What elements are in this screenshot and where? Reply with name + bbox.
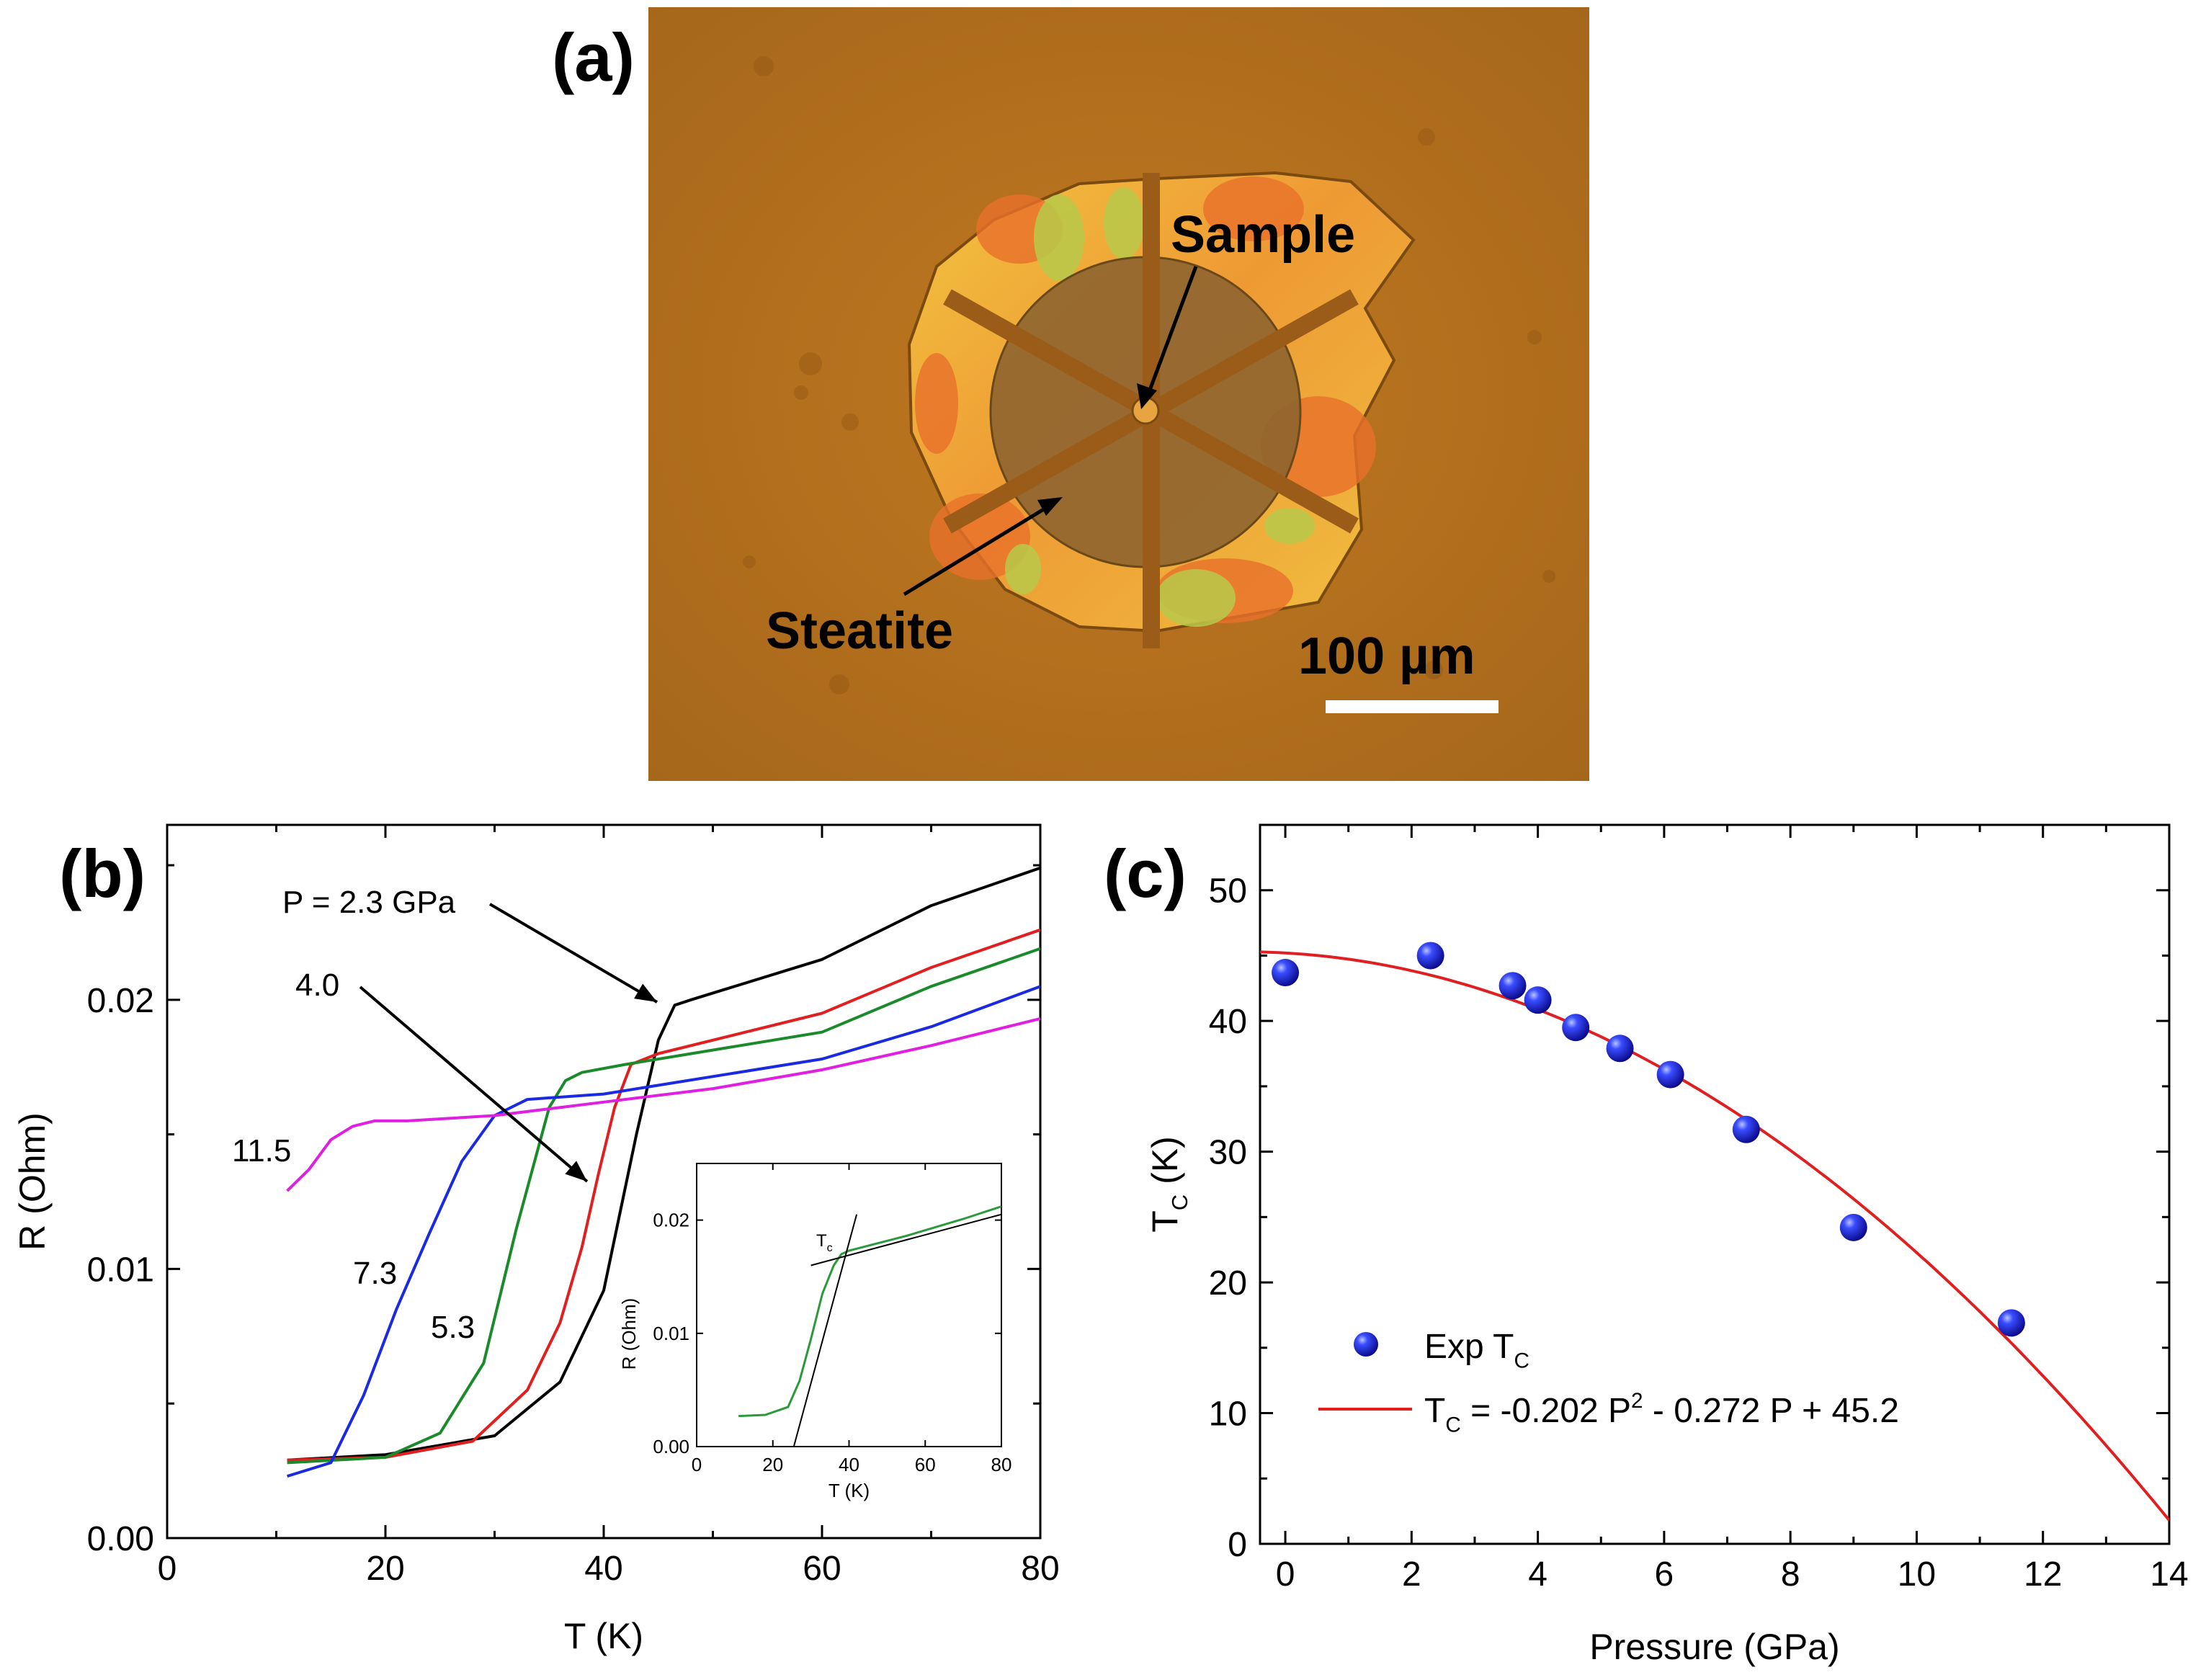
inset-series bbox=[738, 1205, 1001, 1447]
series-label-arrowhead bbox=[565, 1161, 587, 1181]
panel-c-y-axis-label: TC (K) bbox=[1145, 1136, 1192, 1232]
data-point bbox=[1499, 972, 1527, 1000]
x-tick-label: 2 bbox=[1402, 1555, 1421, 1594]
inset-x-tick-label: 40 bbox=[839, 1454, 859, 1475]
data-point bbox=[1416, 942, 1444, 970]
series-label-arrowhead bbox=[634, 983, 657, 1002]
inset-y-tick-label: 0.02 bbox=[653, 1210, 689, 1231]
series-line-11.5-gpa bbox=[286, 1017, 1040, 1192]
panel-a-photo: (a) bbox=[552, 7, 1589, 781]
inset-x-tick-label: 0 bbox=[692, 1454, 702, 1475]
series-line-5.3-gpa bbox=[287, 947, 1040, 1465]
steatite-arrowhead bbox=[1037, 497, 1063, 516]
data-point bbox=[1997, 1309, 2025, 1337]
x-tick-label: 0 bbox=[1276, 1555, 1295, 1594]
inset-axes: 0 20 40 60 80 0.00 0.01 0.02 bbox=[653, 1163, 1011, 1475]
legend-label-exp: Exp TC bbox=[1424, 1328, 1529, 1372]
inset-tc-annotation: Tc bbox=[816, 1231, 833, 1254]
data-point bbox=[1839, 1213, 1867, 1241]
inset-series-line bbox=[738, 1205, 1001, 1418]
y-tick-label: 20 bbox=[1209, 1264, 1247, 1303]
data-point bbox=[1606, 1035, 1634, 1063]
panel-c-axes: 0 2 4 6 8 10 12 14 0 10 20 30 40 50 bbox=[1209, 823, 2189, 1594]
y-tick-label: 40 bbox=[1209, 1003, 1247, 1041]
panel-c-x-axis-label: Pressure (GPa) bbox=[1589, 1627, 1839, 1667]
y-tick-label: 10 bbox=[1209, 1395, 1247, 1434]
y-tick-label: 0.02 bbox=[87, 982, 154, 1020]
scale-bar-label: 100 µm bbox=[1298, 627, 1475, 685]
panel-b-axes: 0 20 40 60 80 0.00 0.01 0.02 bbox=[87, 825, 1060, 1588]
x-tick-label: 20 bbox=[366, 1550, 404, 1588]
x-tick-label: 60 bbox=[803, 1550, 841, 1588]
panel-c-plot-frame bbox=[1259, 823, 2171, 1545]
data-point bbox=[1732, 1115, 1760, 1143]
series-label-arrow bbox=[488, 903, 658, 1004]
inset-x-axis-label: T (K) bbox=[828, 1480, 870, 1501]
x-tick-label: 80 bbox=[1021, 1550, 1059, 1588]
y-tick-label: 0.00 bbox=[87, 1520, 154, 1558]
panel-b-series bbox=[286, 866, 1040, 1478]
x-tick-label: 6 bbox=[1655, 1555, 1674, 1594]
series-label-7.3: 7.3 bbox=[353, 1256, 397, 1291]
inset-x-tick-label: 60 bbox=[915, 1454, 936, 1475]
inset-tangent-line bbox=[792, 1214, 858, 1447]
inset-tangent-line bbox=[810, 1213, 1001, 1266]
inset-plot-frame bbox=[696, 1163, 1002, 1447]
fit-curve bbox=[1260, 950, 2169, 1522]
panel-b-y-axis-label: R (Ohm) bbox=[12, 1112, 53, 1251]
series-label-4.0: 4.0 bbox=[295, 968, 339, 1003]
x-tick-label: 40 bbox=[584, 1550, 622, 1588]
y-tick-label: 0.01 bbox=[87, 1251, 154, 1289]
series-label-2.3: P = 2.3 GPa bbox=[282, 885, 456, 920]
x-tick-label: 8 bbox=[1781, 1555, 1800, 1594]
legend-marker-exp bbox=[1354, 1332, 1378, 1357]
x-tick-label: 0 bbox=[158, 1550, 177, 1588]
legend-label-fit: TC = -0.202 P2 - 0.272 P + 45.2 bbox=[1424, 1389, 1899, 1437]
steatite-annotation: Steatite bbox=[766, 602, 953, 660]
panel-c-legend: Exp TC TC = -0.202 P2 - 0.272 P + 45.2 bbox=[1318, 1328, 1899, 1437]
panel-c-series bbox=[1260, 942, 2169, 1522]
series-line-4.0-gpa bbox=[287, 928, 1040, 1462]
panel-b-label: (b) bbox=[59, 836, 146, 911]
sample-arrowhead bbox=[1137, 383, 1157, 409]
y-tick-label: 50 bbox=[1209, 872, 1247, 911]
photo-texture bbox=[743, 56, 1555, 694]
data-point bbox=[1562, 1014, 1590, 1042]
data-point bbox=[1272, 959, 1300, 987]
panel-a-label: (a) bbox=[552, 19, 635, 95]
panel-c-label: (c) bbox=[1104, 836, 1187, 911]
inset-x-tick-label: 80 bbox=[991, 1454, 1012, 1475]
x-tick-label: 4 bbox=[1528, 1555, 1547, 1594]
series-label-11.5: 11.5 bbox=[232, 1133, 291, 1169]
inset-y-axis-label: R (Ohm) bbox=[618, 1298, 640, 1370]
panel-c-chart: (c) 0 2 4 6 8 10 12 14 0 10 20 30 40 50 Pressure (GPa… bbox=[1104, 823, 2189, 1667]
panel-b-series-labels: P = 2.3 GPa 4.0 5.3 7.3 11.5 bbox=[232, 885, 658, 1345]
data-point bbox=[1524, 986, 1552, 1014]
data-point bbox=[1656, 1060, 1684, 1089]
panel-b-chart: (b) 0 20 40 60 80 0.00 0.01 0.02 T (K) R (Ohm) … bbox=[12, 823, 1060, 1656]
panel-b-inset: 0 20 40 60 80 0.00 0.01 0.02 T (K) R (Ohm) Tc bbox=[618, 1163, 1011, 1501]
y-tick-label: 30 bbox=[1209, 1134, 1247, 1172]
inset-y-tick-label: 0.01 bbox=[653, 1323, 689, 1344]
y-tick-label: 0 bbox=[1228, 1526, 1247, 1564]
panel-b-x-axis-label: T (K) bbox=[564, 1616, 643, 1656]
series-label-5.3: 5.3 bbox=[431, 1310, 475, 1345]
inset-x-tick-label: 20 bbox=[762, 1454, 783, 1475]
steatite-arrow bbox=[903, 502, 1053, 597]
series-line-7.3-gpa bbox=[287, 985, 1040, 1478]
x-tick-label: 14 bbox=[2150, 1555, 2188, 1594]
gasket-disc bbox=[907, 171, 1416, 648]
series-label-arrow bbox=[359, 986, 589, 1183]
x-tick-label: 10 bbox=[1898, 1555, 1936, 1594]
inset-y-tick-label: 0.00 bbox=[653, 1436, 689, 1457]
x-tick-label: 12 bbox=[2024, 1555, 2062, 1594]
scale-bar bbox=[1326, 700, 1499, 713]
sample-arrow bbox=[1145, 266, 1198, 398]
sample-annotation: Sample bbox=[1171, 206, 1355, 264]
